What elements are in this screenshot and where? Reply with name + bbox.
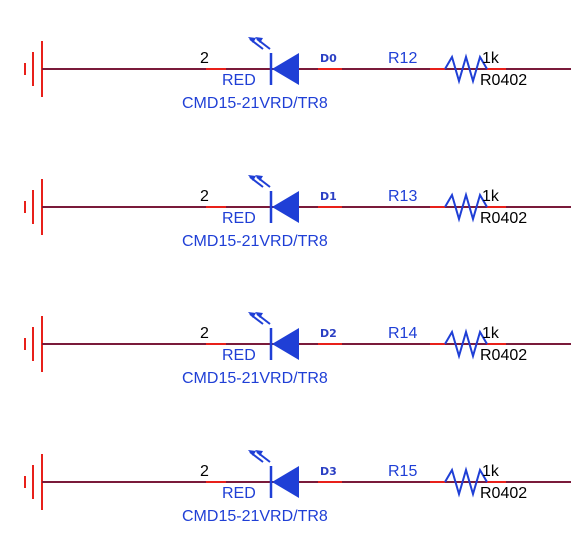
resistor-zigzag [444, 191, 488, 223]
resistor-package: R0402 [480, 72, 527, 89]
led-pin-number: 2 [200, 463, 209, 480]
resistor-package: R0402 [480, 347, 527, 364]
led-arrow-head [255, 312, 263, 318]
led-circuit-row: 2 RED CMD15-21VRD/TR8 D2 R14 1k R0402 [24, 312, 571, 387]
led-arrow-head [248, 175, 256, 181]
led-color-label: RED [222, 485, 256, 502]
led-part-number: CMD15-21VRD/TR8 [182, 370, 328, 387]
led-arrow-head [248, 450, 256, 456]
net-label: D1 [320, 190, 337, 203]
led-pin-number: 2 [200, 188, 209, 205]
resistor-zigzag [444, 466, 488, 498]
resistor-value: 1k [482, 463, 500, 480]
led-body-triangle [272, 191, 299, 223]
resistor-ref-designator: R12 [388, 50, 417, 67]
resistor-value: 1k [482, 325, 500, 342]
net-label: D0 [320, 52, 337, 65]
led-pin-number: 2 [200, 50, 209, 67]
led-circuit-row: 2 RED CMD15-21VRD/TR8 D3 R15 1k R0402 [24, 450, 571, 525]
resistor-ref-designator: R13 [388, 188, 417, 205]
resistor-value: 1k [482, 50, 500, 67]
led-part-number: CMD15-21VRD/TR8 [182, 508, 328, 525]
led-body-triangle [272, 53, 299, 85]
led-arrow-head [255, 37, 263, 43]
led-color-label: RED [222, 347, 256, 364]
led-arrow-head [248, 312, 256, 318]
led-body-triangle [272, 466, 299, 498]
resistor-ref-designator: R14 [388, 325, 417, 342]
resistor-value: 1k [482, 188, 500, 205]
led-circuit-row: 2 RED CMD15-21VRD/TR8 D0 R12 1k R0402 [24, 37, 571, 112]
net-label: D2 [320, 327, 337, 340]
led-arrow-head [248, 37, 256, 43]
led-body-triangle [272, 328, 299, 360]
resistor-zigzag [444, 328, 488, 360]
led-pin-number: 2 [200, 325, 209, 342]
resistor-package: R0402 [480, 210, 527, 227]
led-part-number: CMD15-21VRD/TR8 [182, 233, 328, 250]
led-color-label: RED [222, 210, 256, 227]
led-arrow-head [255, 450, 263, 456]
led-color-label: RED [222, 72, 256, 89]
led-circuit-row: 2 RED CMD15-21VRD/TR8 D1 R13 1k R0402 [24, 175, 571, 250]
led-part-number: CMD15-21VRD/TR8 [182, 95, 328, 112]
led-arrow-head [255, 175, 263, 181]
resistor-zigzag [444, 53, 488, 85]
resistor-ref-designator: R15 [388, 463, 417, 480]
net-label: D3 [320, 465, 337, 478]
resistor-package: R0402 [480, 485, 527, 502]
